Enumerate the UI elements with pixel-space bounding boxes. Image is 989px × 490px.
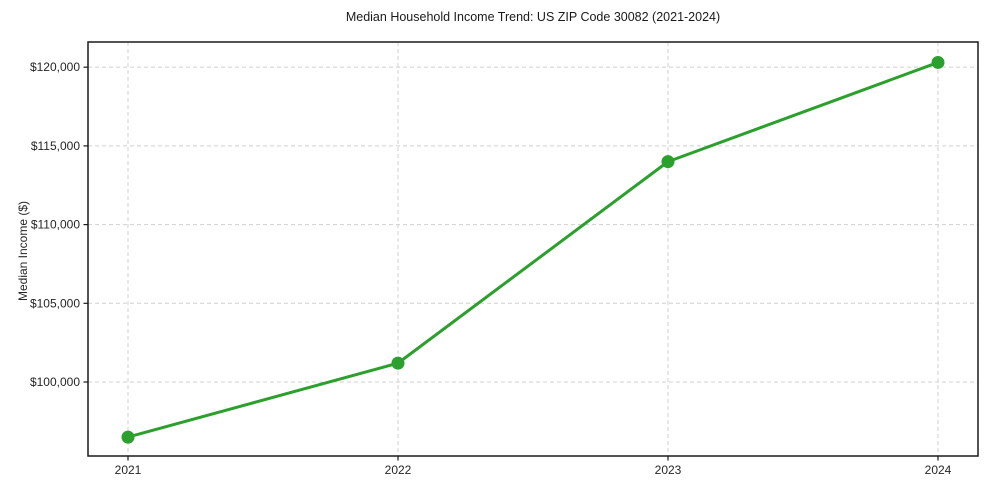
- y-tick-label: $115,000: [31, 139, 80, 153]
- data-point-2023: [661, 155, 675, 169]
- y-tick-label: $120,000: [30, 60, 80, 74]
- chart-title: Median Household Income Trend: US ZIP Co…: [345, 10, 721, 24]
- x-tick-label: 2021: [115, 463, 142, 477]
- y-tick-label: $110,000: [31, 218, 80, 232]
- y-tick-label: $100,000: [30, 375, 80, 389]
- data-point-2022: [391, 356, 405, 370]
- plot-border: [87, 41, 979, 457]
- y-tick-label: $105,000: [30, 296, 80, 310]
- x-tick-label: 2023: [655, 463, 682, 477]
- data-point-2021: [121, 430, 135, 444]
- x-tick-label: 2022: [385, 463, 412, 477]
- data-point-2024: [931, 55, 945, 69]
- x-tick-label: 2024: [925, 463, 952, 477]
- trend-line: [126, 60, 940, 439]
